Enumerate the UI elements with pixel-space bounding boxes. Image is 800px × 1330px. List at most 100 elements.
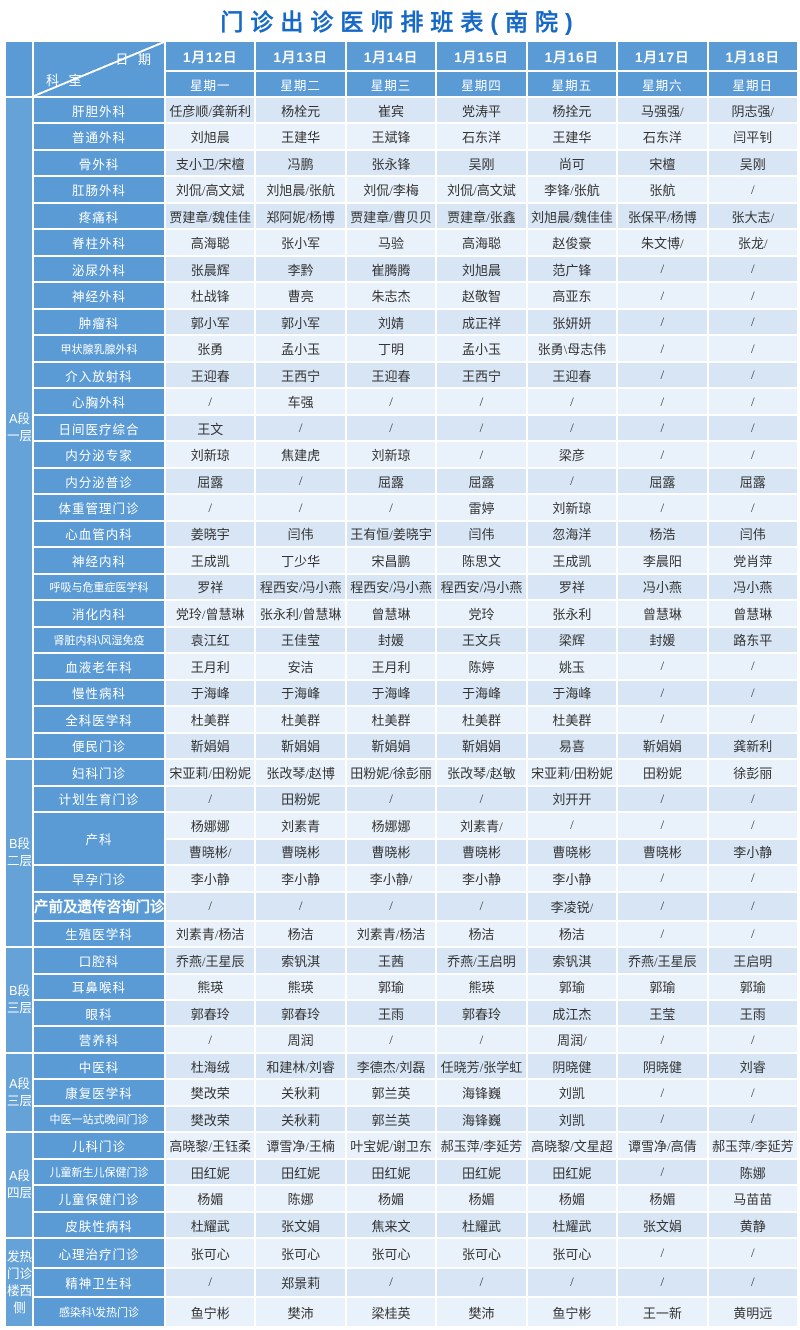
schedule-cell: 杜耀武 [525,1210,619,1240]
schedule-cell: 曾慧琳 [706,599,800,628]
schedule-cell: 张可心 [344,1237,438,1269]
schedule-cell: / [616,281,709,310]
column-weekday: 星期一 [163,70,257,98]
schedule-cell: / [435,1025,528,1054]
schedule-cell: 安洁 [254,652,347,681]
section-label-text: 发热门诊楼西侧 [6,1249,32,1315]
schedule-cell: / [616,1237,709,1269]
dept-cell: 神经外科 [32,281,166,310]
schedule-cell: 石东洋 [435,122,528,151]
schedule-cell: 杜美群 [163,705,257,734]
schedule-cell: / [525,466,619,496]
header-diagonal-cell: 日 期科 室 [32,40,166,98]
schedule-cell: 郭瑜 [616,972,709,1002]
schedule-cell: 刘新琼 [344,440,438,469]
schedule-cell: / [706,890,800,922]
schedule-cell: 程西安/冯小燕 [254,572,347,602]
schedule-cell: 索钒淇 [525,945,619,975]
schedule-row: 儿童保健门诊 杨媚 陈娜 杨媚 杨媚 杨媚 杨媚 马苗苗 [5,1184,800,1213]
schedule-cell: 曾慧琳 [344,599,438,628]
schedule-cell: 海锋巍 [435,1078,528,1107]
schedule-cell: 樊沛 [254,1296,347,1328]
schedule-cell: 闫伟 [254,519,347,549]
schedule-cell: 王雨 [706,998,800,1028]
schedule-cell: / [435,387,528,416]
schedule-cell: / [706,254,800,284]
schedule-body: A段一层 肝胆外科 任彦顺/龚新利 杨栓元 崔宾 党涛平 杨拴元 马强强/阴志强/普通外科 刘旭… [4,95,800,1328]
schedule-cell: 王启明 [706,945,800,975]
schedule-cell: 杨洁 [525,919,619,949]
schedule-cell: 郝玉萍/李延芳 [435,1131,528,1160]
schedule-cell: 焦来文 [344,1210,438,1240]
schedule-cell: 和建林/刘睿 [254,1051,347,1081]
schedule-cell: 罗祥 [525,572,619,602]
schedule-row: 儿童新生儿保健门诊 田红妮 田红妮 田红妮 田红妮 田红妮 / 陈娜 [5,1157,800,1187]
column-weekday: 星期五 [525,70,619,98]
schedule-table: 日 期科 室 1月12日 1月13日 1月14日 1月15日 1月16日 1月17日 1月18… [4,40,800,1328]
schedule-cell: 陈娜 [254,1184,347,1213]
schedule-row: 精神卫生科 / 郑景莉 / / / / / [5,1266,800,1299]
schedule-cell: 陈思文 [435,546,528,575]
schedule-cell: 郑阿妮/杨博 [254,201,347,231]
schedule-cell: 杜美群 [254,705,347,734]
dept-cell: 中医一站式晚间门诊 [32,1104,166,1134]
schedule-cell: 刘旭晨 [435,254,528,284]
schedule-cell: 王迎春 [344,360,438,390]
column-weekday: 星期四 [435,70,528,98]
dept-cell: 肾脏内科\风湿免疫 [32,625,166,655]
dept-cell: 心理治疗门诊 [32,1237,166,1269]
schedule-cell: 刘旭晨/魏佳佳 [525,201,619,231]
schedule-cell: 马验 [344,228,438,257]
schedule-cell: 李小静 [163,864,257,893]
schedule-cell: 杜耀武 [435,1210,528,1240]
schedule-cell: 王茜 [344,945,438,975]
section-label: B段三层 [4,946,34,1054]
schedule-cell: 曹晓彬/ [163,837,257,867]
schedule-cell: / [706,360,800,390]
schedule-row: 耳鼻喉科 熊瑛 熊瑛 郭瑜 熊瑛 郭瑜 郭瑜 郭瑜 [5,972,800,1002]
schedule-cell: / [254,493,347,522]
schedule-cell: 焦建虎 [254,440,347,469]
schedule-cell: / [525,387,619,416]
schedule-cell: 成正祥 [435,307,528,337]
schedule-cell: 杨拴元 [525,95,619,125]
column-weekday: 星期三 [344,70,438,98]
schedule-row: 呼吸与危重症医学科 罗祥 程西安/冯小燕 程西安/冯小燕 程西安/冯小燕 罗祥 冯小燕 冯小燕 [5,572,800,602]
schedule-cell: 杜耀武 [163,1210,257,1240]
schedule-cell: 党玲 [435,599,528,628]
schedule-cell: 刘睿 [706,1051,800,1081]
schedule-row: 内分泌专家 刘新琼 焦建虎 刘新琼 / 梁彦 / / [5,440,800,469]
schedule-cell: / [616,413,709,443]
schedule-cell: / [616,493,709,522]
schedule-cell: 张可心 [254,1237,347,1269]
schedule-cell: 鱼宁彬 [525,1296,619,1328]
schedule-cell: / [435,1266,528,1299]
schedule-cell: 刘素青 [254,811,347,840]
schedule-cell: 刘旭晨/张航 [254,175,347,204]
schedule-cell: / [616,811,709,840]
schedule-cell: 贾建章/曹贝贝 [344,201,438,231]
schedule-cell: / [344,493,438,522]
schedule-cell: 郭小军 [163,307,257,337]
schedule-cell: 樊改荣 [163,1078,257,1107]
schedule-cell: 高晓黎/文星超 [525,1131,619,1160]
schedule-cell: 田红妮 [344,1157,438,1187]
schedule-cell: 王西宁 [435,360,528,390]
dept-cell: 产科 [32,811,166,867]
schedule-cell: 石东洋 [616,122,709,151]
schedule-cell: 孟小玉 [435,334,528,363]
schedule-cell: 王迎春 [525,360,619,390]
schedule-cell: 于海峰 [525,678,619,708]
schedule-cell: 宋檀 [616,148,709,178]
column-date: 1月16日 [525,40,619,72]
schedule-cell: 杜海绒 [163,1051,257,1081]
schedule-cell: 刘凯 [525,1104,619,1134]
schedule-cell: 乔燕/王星辰 [616,945,709,975]
schedule-cell: 关秋莉 [254,1104,347,1134]
schedule-cell: 阴晓健 [525,1051,619,1081]
schedule-row: 甲状腺乳腺外科 张勇 孟小玉 丁明 孟小玉 张勇\母志伟 / / [5,334,800,363]
dept-cell: 体重管理门诊 [32,493,166,522]
dept-cell: 肿瘤科 [32,307,166,337]
schedule-cell: 贾建章/魏佳佳 [163,201,257,231]
schedule-cell: 李小静 [525,864,619,893]
